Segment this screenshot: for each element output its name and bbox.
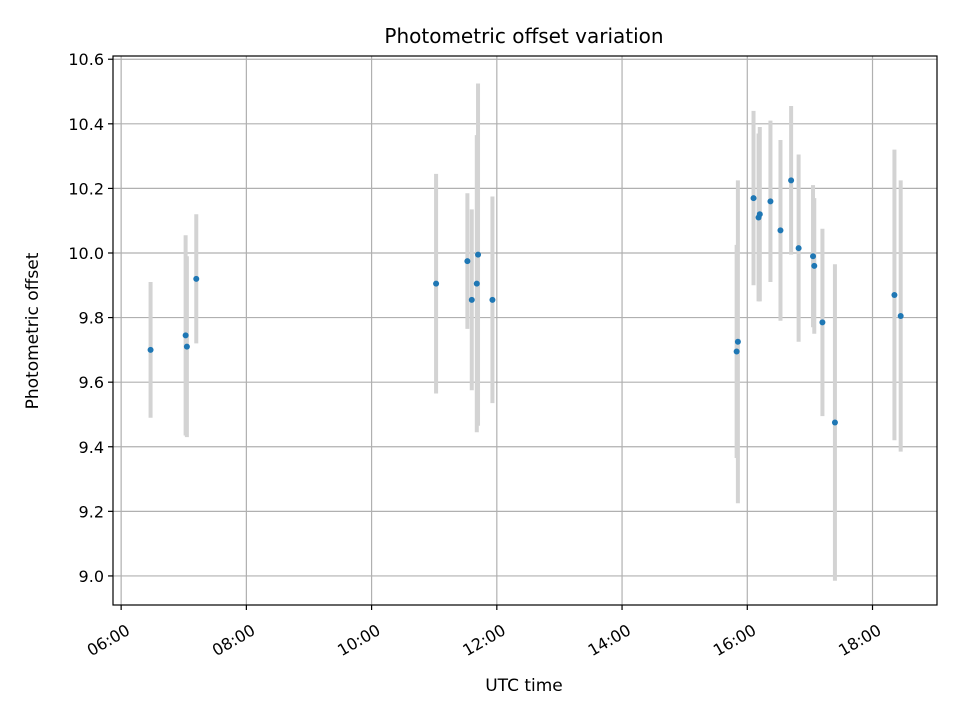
data-point [468,296,475,303]
plot-area-frame [112,55,938,606]
data-point [819,319,826,326]
data-point [193,275,200,282]
data-point [464,258,471,265]
y-tick-label: 9.4 [79,438,104,457]
data-point [891,291,898,298]
data-points [147,177,904,426]
y-tick-label: 10.0 [68,244,104,263]
y-tick-label: 10.6 [68,50,104,69]
data-point [182,332,189,339]
data-point [734,338,741,345]
grid [113,56,937,605]
data-point [811,262,818,269]
data-point [756,211,763,218]
y-tick-label: 10.4 [68,115,104,134]
x-axis-label: UTC time [485,676,563,696]
data-point [777,227,784,234]
data-point [795,245,802,252]
y-axis-label: Photometric offset [23,252,43,409]
data-point [831,419,838,426]
data-point [897,312,904,319]
data-point [147,346,154,353]
y-axis-ticks: 9.0 9.2 9.4 9.6 9.8 10.0 10.2 10.4 10.6 [68,50,113,586]
data-point [433,280,440,287]
chart-title: Photometric offset variation [384,24,663,48]
data-point [810,253,817,260]
data-point [183,343,190,350]
data-point [733,348,740,355]
y-tick-label: 9.8 [79,309,104,328]
y-tick-label: 9.2 [79,502,104,521]
data-point [750,195,757,202]
data-point [475,251,482,258]
y-tick-label: 9.0 [79,567,104,586]
data-point [788,177,795,184]
data-point [489,296,496,303]
y-tick-label: 10.2 [68,179,104,198]
y-tick-label: 9.6 [79,373,104,392]
data-point [473,280,480,287]
data-point [767,198,774,205]
